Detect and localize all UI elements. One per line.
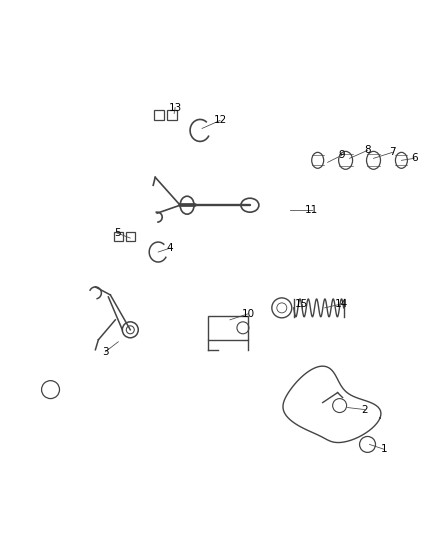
Text: 8: 8	[364, 146, 370, 155]
Text: 11: 11	[304, 205, 318, 215]
Text: 15: 15	[294, 299, 307, 309]
Text: 10: 10	[241, 309, 254, 319]
Text: 1: 1	[380, 445, 387, 455]
Text: 7: 7	[388, 147, 395, 157]
Text: 2: 2	[360, 405, 367, 415]
Text: 5: 5	[114, 228, 120, 238]
Text: 13: 13	[168, 102, 181, 112]
Text: 9: 9	[338, 150, 344, 160]
Text: 6: 6	[410, 154, 417, 163]
Bar	[167, 110, 177, 120]
Bar	[114, 232, 123, 241]
Bar	[154, 110, 164, 120]
Text: 4: 4	[166, 243, 173, 253]
Bar	[126, 232, 135, 241]
Text: 14: 14	[334, 299, 347, 309]
Text: 12: 12	[213, 116, 226, 125]
Text: 3: 3	[102, 347, 109, 357]
